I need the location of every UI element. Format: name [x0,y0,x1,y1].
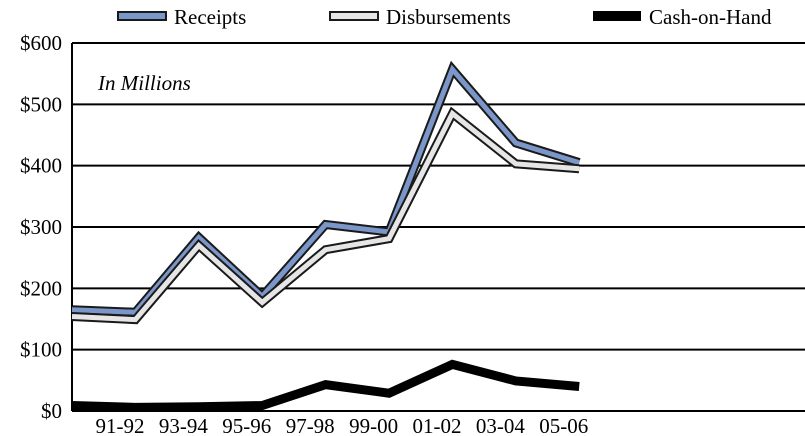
legend: Receipts Disbursements Cash-on-Hand [117,5,772,29]
y-tick-label: $500 [20,92,62,116]
x-tick-label: 91-92 [96,414,145,436]
x-tick-label: 97-98 [286,414,335,436]
series-line [71,64,580,315]
x-tick-label: 01-02 [413,414,462,436]
series-line-outline [71,60,581,317]
x-tick-label: 99-00 [349,414,398,436]
x-tick-label: 93-94 [159,414,208,436]
units-note: In Millions [97,71,191,95]
x-tick-label: 95-96 [222,414,271,436]
legend-label: Receipts [174,5,246,29]
y-axis: $0 $100 $200 $300 $400 $500 $600 [20,31,73,423]
legend-label: Disbursements [386,5,511,29]
y-tick-label: $600 [20,31,62,55]
legend-swatch [593,11,641,21]
x-tick-label: 05-06 [539,414,588,436]
y-tick-label: $0 [41,399,62,423]
legend-label: Cash-on-Hand [649,5,772,29]
series-line [71,109,580,323]
y-tick-label: $400 [20,154,62,178]
y-tick-label: $100 [20,338,62,362]
series-lines [71,60,581,412]
y-tick-label: $300 [20,215,62,239]
x-axis: 91-92 93-94 95-96 97-98 99-00 01-02 03-04 05-06 [96,414,589,436]
legend-swatch [117,11,167,21]
y-tick-label: $200 [20,276,62,300]
legend-swatch [329,11,379,21]
x-tick-label: 03-04 [476,414,525,436]
series-line [71,359,580,412]
